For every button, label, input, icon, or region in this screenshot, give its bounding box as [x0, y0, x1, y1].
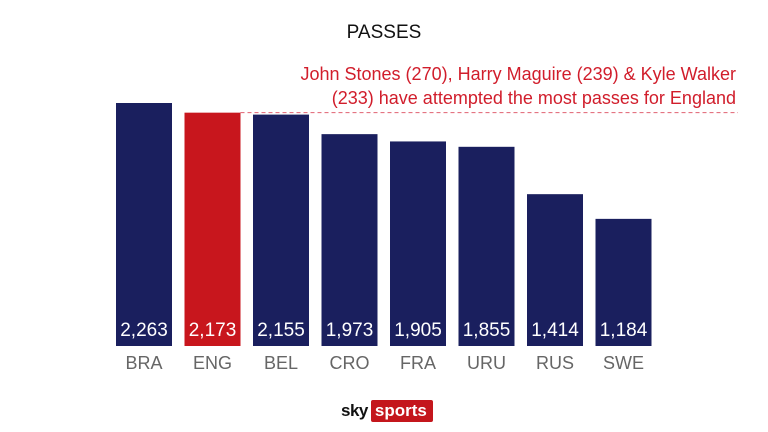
bar-cro: [321, 134, 378, 346]
value-label-uru: 1,855: [463, 320, 511, 341]
annotation-line-2: (233) have attempted the most passes for…: [332, 88, 736, 108]
annotation-line-1: John Stones (270), Harry Maguire (239) &…: [300, 64, 736, 84]
bars-group: 2,263 BRA 2,173 ENG 2,155 BEL 1,973 CRO 1,905 FRA…: [116, 103, 652, 373]
category-label-bel: BEL: [264, 353, 298, 373]
category-label-cro: CRO: [330, 353, 370, 373]
bar-eng: [184, 112, 241, 347]
value-label-bel: 2,155: [257, 320, 305, 341]
logo-sports-text: sports: [370, 400, 433, 422]
category-label-eng: ENG: [193, 353, 232, 373]
value-label-rus: 1,414: [531, 320, 579, 341]
bar-rus: [527, 194, 583, 346]
sky-sports-logo: sky sports: [337, 400, 433, 422]
category-label-bra: BRA: [125, 353, 162, 373]
value-label-eng: 2,173: [189, 320, 237, 341]
bar-swe: [595, 218, 652, 346]
bar-bel: [253, 114, 309, 347]
chart-title: PASSES: [347, 22, 422, 43]
category-label-swe: SWE: [603, 353, 644, 373]
bar-uru: [458, 146, 515, 346]
category-label-rus: RUS: [536, 353, 574, 373]
logo-sky-text: sky: [337, 400, 371, 422]
value-label-fra: 1,905: [394, 320, 442, 341]
value-label-swe: 1,184: [600, 320, 648, 341]
bar-bra: [116, 103, 172, 346]
category-label-uru: URU: [467, 353, 506, 373]
value-label-cro: 1,973: [326, 320, 374, 341]
bar-fra: [390, 141, 446, 346]
category-label-fra: FRA: [400, 353, 436, 373]
value-label-bra: 2,263: [120, 320, 168, 341]
